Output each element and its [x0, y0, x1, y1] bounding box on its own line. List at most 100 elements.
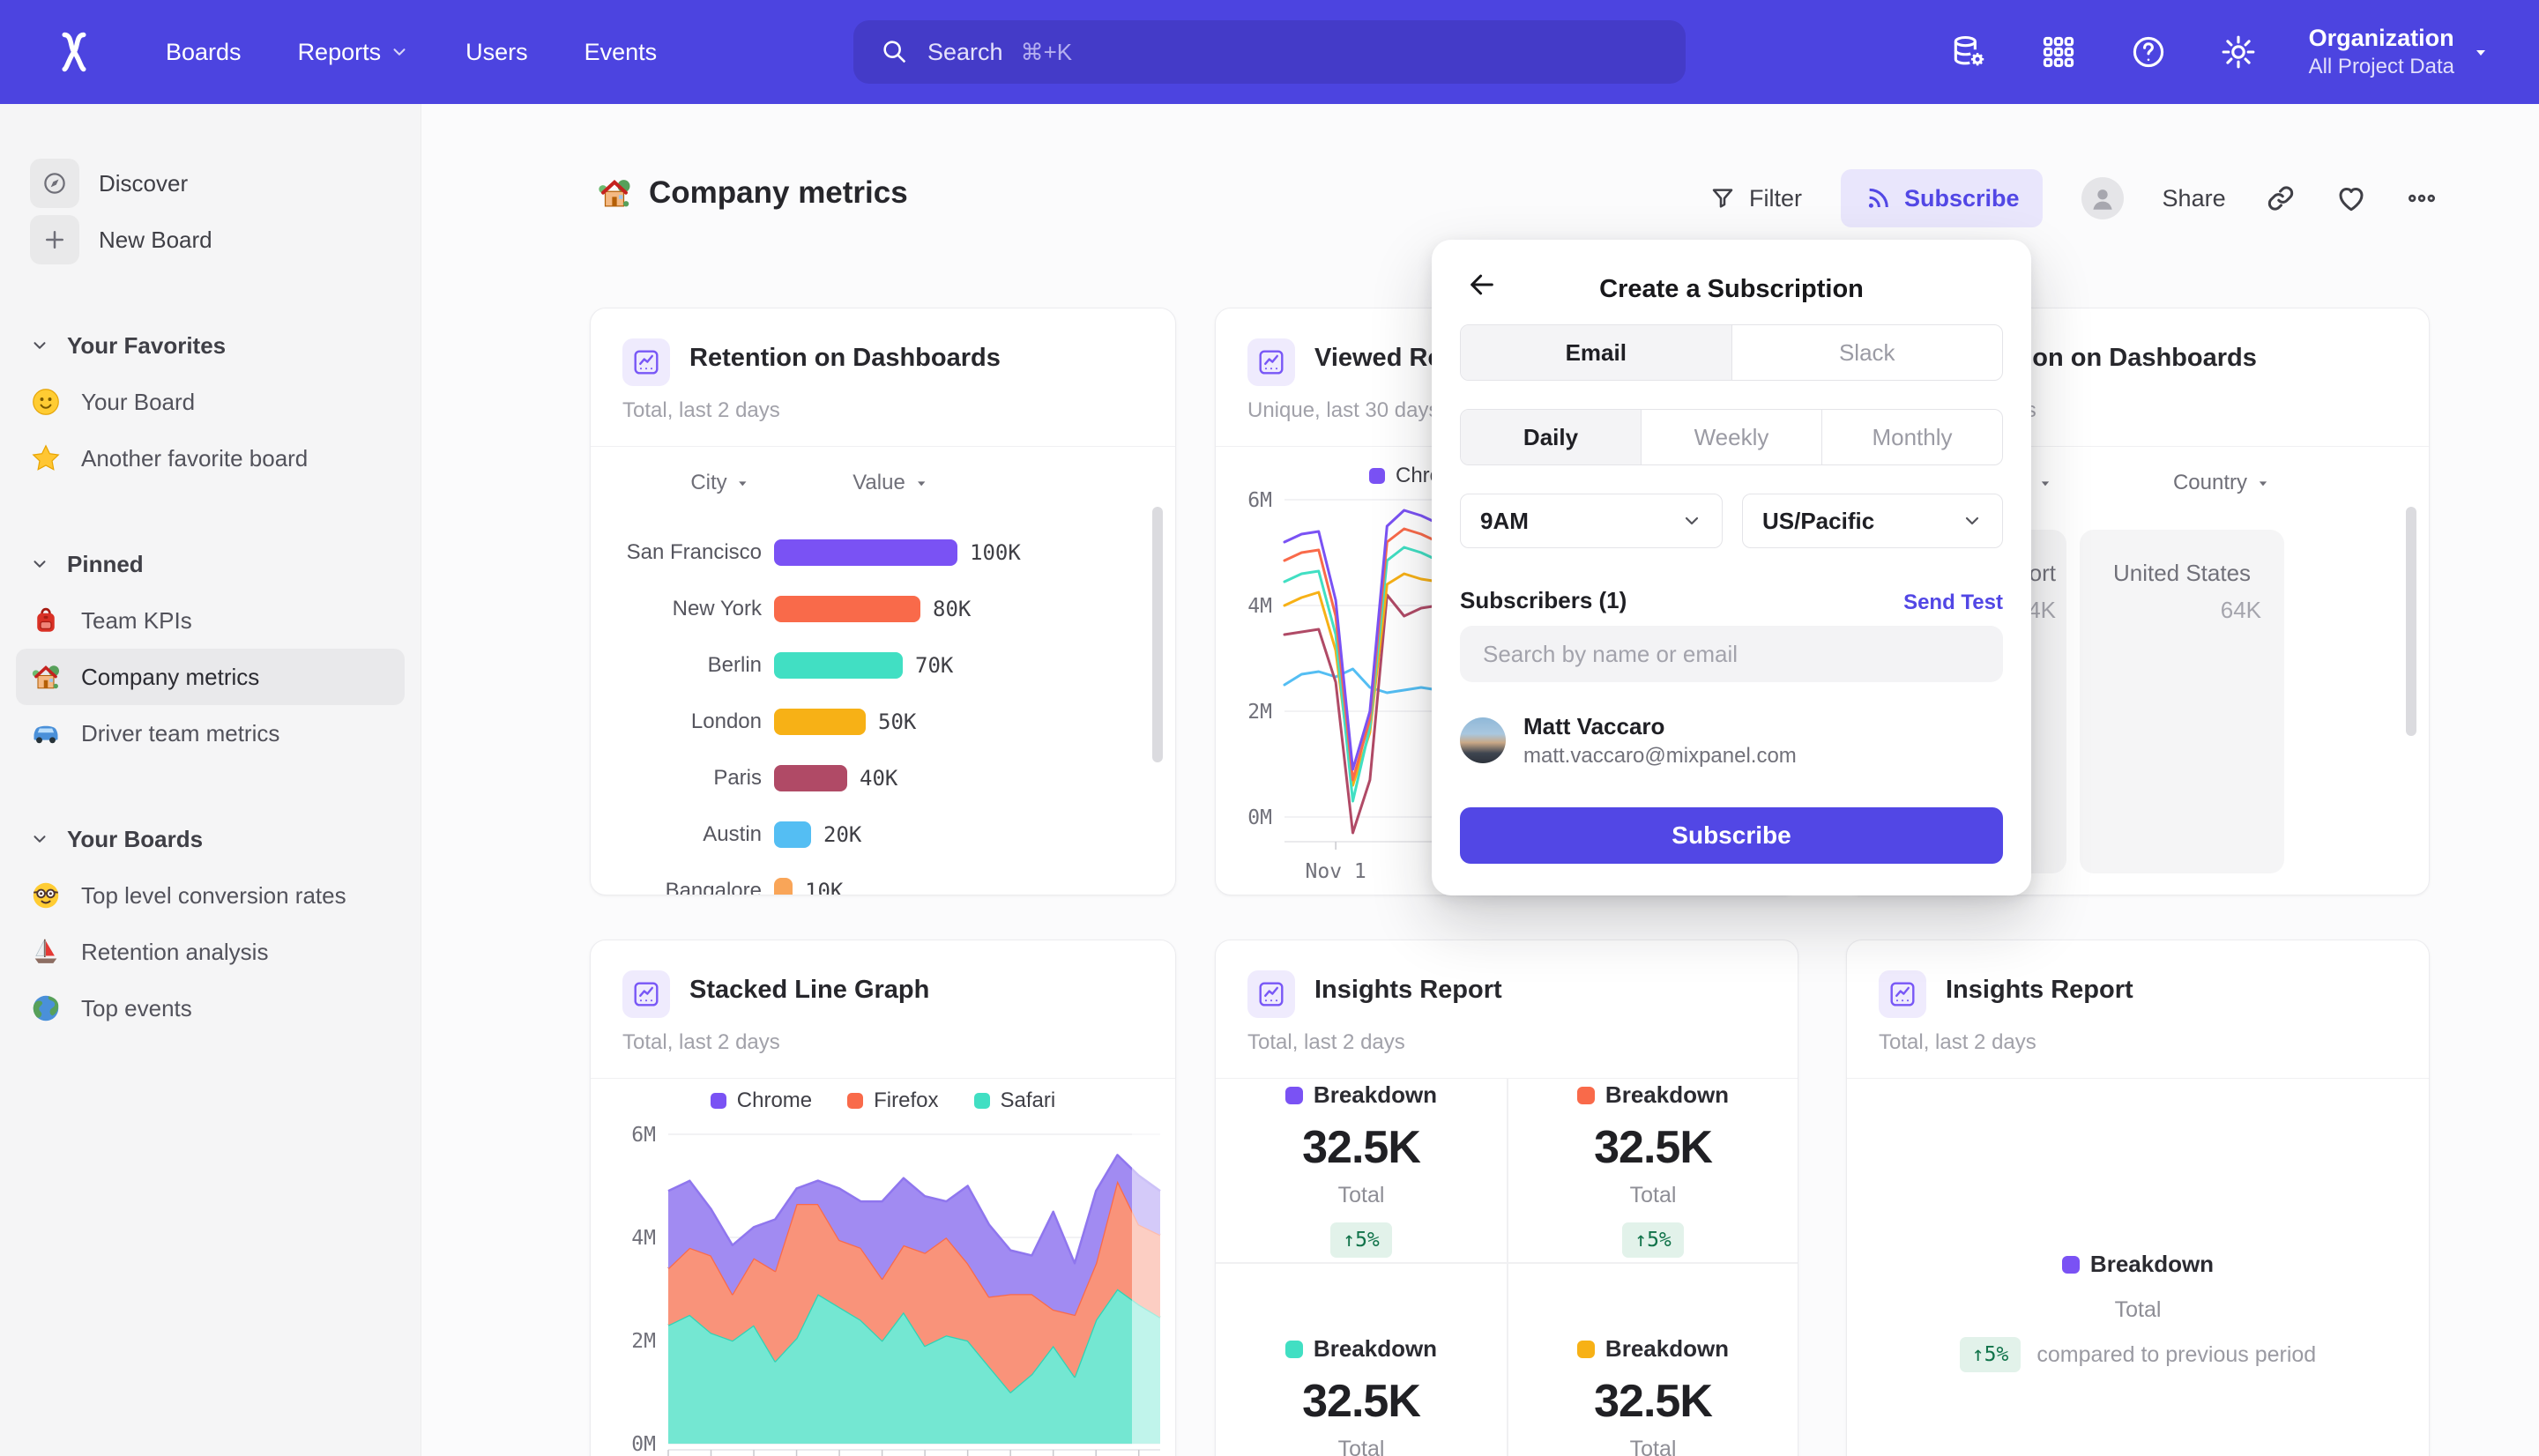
- subscribe-button[interactable]: Subscribe: [1841, 169, 2043, 227]
- legend-item-safari[interactable]: Safari: [973, 1088, 1055, 1113]
- subscriber-name: Matt Vaccaro: [1523, 713, 1665, 739]
- card-title: Stacked Line Graph: [689, 976, 930, 1004]
- bar-london[interactable]: [774, 709, 866, 735]
- subscriber-search-input[interactable]: [1460, 626, 2003, 682]
- channel-tab-email[interactable]: Email: [1461, 325, 1731, 380]
- org-switcher[interactable]: Organization All Project Data: [2309, 24, 2491, 80]
- org-name: Organization: [2308, 25, 2454, 52]
- sidebar-item-discover[interactable]: Discover: [16, 155, 405, 212]
- bar-paris[interactable]: [774, 765, 847, 791]
- bar-austin[interactable]: [774, 821, 811, 848]
- breakdown-row: Breakdown: [1216, 1335, 1507, 1363]
- breakdown-label: Breakdown: [2089, 1251, 2215, 1277]
- filter-button[interactable]: Filter: [1709, 184, 1802, 212]
- breakdown-label: Breakdown: [1313, 1081, 1438, 1108]
- plus-icon: [41, 227, 68, 253]
- card-subtitle: Total, last 2 days: [622, 398, 780, 422]
- nav-item-boards[interactable]: Boards: [166, 39, 242, 66]
- sidebar-item-retention-analysis[interactable]: Retention analysis: [16, 924, 405, 980]
- column-header-country[interactable]: Country: [2173, 471, 2272, 495]
- series-color-swatch: [1284, 1086, 1303, 1104]
- bar-value: 10K: [805, 879, 844, 895]
- breakdown-row: Breakdown: [1216, 1081, 1507, 1109]
- bar-berlin[interactable]: [774, 652, 903, 679]
- card-title: Retention on Dashboards: [689, 344, 1001, 372]
- sidebar-item-driver-team-metrics[interactable]: Driver team metrics: [16, 705, 405, 761]
- metric-tile[interactable]: Breakdown 32.5K Total ↑5%: [1216, 1335, 1507, 1456]
- stacked-area-chart[interactable]: 6M 4M 2M 0M: [591, 1117, 1176, 1456]
- bar-value: 70K: [915, 653, 954, 678]
- card-scrollbar[interactable]: [2406, 507, 2416, 736]
- favorite-heart-icon[interactable]: [2335, 182, 2367, 214]
- frequency-tab-daily[interactable]: Daily: [1461, 410, 1641, 464]
- sidebar-item-another-favorite-board[interactable]: Another favorite board: [16, 430, 405, 487]
- chevron-down-icon: [2470, 41, 2491, 63]
- nav-item-events[interactable]: Events: [584, 39, 658, 66]
- column-header-city[interactable]: City: [690, 471, 751, 495]
- apps-grid-icon[interactable]: [2039, 33, 2078, 71]
- sidebar-item-team-kpis[interactable]: Team KPIs: [16, 592, 405, 649]
- metric-tile[interactable]: Breakdown 32.5K Total ↑5%: [1508, 1081, 1798, 1258]
- nerd-emoji-icon: [30, 880, 62, 911]
- sidebar-item-label: Top events: [81, 994, 192, 1021]
- copy-link-icon[interactable]: [2265, 182, 2297, 214]
- subscribe-submit-button[interactable]: Subscribe: [1460, 807, 2003, 864]
- sidebar-spacer: [16, 268, 405, 317]
- svg-text:Nov 1: Nov 1: [1306, 860, 1366, 883]
- sidebar-section-pinned[interactable]: Pinned: [16, 536, 405, 592]
- channel-tabs: Email Slack: [1460, 324, 2003, 381]
- settings-icon[interactable]: [2219, 33, 2258, 71]
- bar-value: 50K: [878, 709, 917, 734]
- subscribers-label: Subscribers (1): [1460, 587, 1627, 613]
- share-button[interactable]: Share: [2163, 185, 2226, 212]
- frequency-tab-weekly[interactable]: Weekly: [1641, 410, 1821, 464]
- svg-text:0M: 0M: [1247, 806, 1272, 829]
- metric-caption: Total: [2114, 1297, 2162, 1322]
- sidebar-item-your-board[interactable]: Your Board: [16, 374, 405, 430]
- bar-san-francisco[interactable]: [774, 539, 957, 566]
- data-pipeline-icon[interactable]: [1949, 33, 1988, 71]
- channel-tab-slack[interactable]: Slack: [1731, 325, 2003, 380]
- sidebar-spacer: [16, 487, 405, 536]
- metric-tile[interactable]: Breakdown 32.5K Total ↑5%: [1508, 1335, 1798, 1456]
- sidebar-item-top-level-conversion-rates[interactable]: Top level conversion rates: [16, 867, 405, 924]
- bar-row: Paris 40K: [612, 765, 1154, 791]
- user-avatar[interactable]: [2081, 177, 2124, 219]
- help-icon[interactable]: [2129, 33, 2168, 71]
- bar-bangalore[interactable]: [774, 878, 793, 895]
- send-test-link[interactable]: Send Test: [1903, 591, 2003, 614]
- nav-item-reports[interactable]: Reports: [298, 39, 410, 66]
- bar-new-york[interactable]: [774, 596, 920, 622]
- caret-down-icon: [2036, 474, 2054, 492]
- global-search-bar[interactable]: Search ⌘+K: [853, 20, 1686, 84]
- frequency-tabs: Daily Weekly Monthly: [1460, 409, 2003, 465]
- subscriber-row[interactable]: Matt Vaccaro matt.vaccaro@mixpanel.com: [1460, 712, 1797, 769]
- frequency-tab-monthly[interactable]: Monthly: [1821, 410, 2002, 464]
- sidebar-item-label: Company metrics: [81, 663, 260, 690]
- nav-item-users[interactable]: Users: [465, 39, 528, 66]
- chevron-down-icon: [30, 554, 49, 574]
- more-options-icon[interactable]: [2406, 182, 2438, 214]
- sidebar-item-company-metrics[interactable]: Company metrics: [16, 649, 405, 705]
- legend-item-firefox[interactable]: Firefox: [847, 1088, 939, 1113]
- metric-caption: Total: [1337, 1183, 1385, 1207]
- metric-tile[interactable]: Breakdown 32.5K Total ↑5%: [1216, 1081, 1507, 1258]
- cell-united-states[interactable]: United States 64K: [2080, 530, 2284, 873]
- mixpanel-logo-icon[interactable]: [51, 29, 97, 75]
- timezone-select[interactable]: US/Pacific: [1742, 494, 2003, 548]
- legend-item-chrome[interactable]: Chrome: [710, 1088, 812, 1113]
- sidebar-item-top-events[interactable]: Top events: [16, 980, 405, 1036]
- card-subtitle: Total, last 2 days: [1247, 1030, 1405, 1054]
- card-scrollbar[interactable]: [1152, 507, 1163, 762]
- column-header-value[interactable]: Value: [853, 471, 930, 495]
- time-select[interactable]: 9AM: [1460, 494, 1723, 548]
- sidebar-section-your-boards[interactable]: Your Boards: [16, 811, 405, 867]
- breakdown-row: Breakdown: [1847, 1251, 2429, 1278]
- metric-caption: Total: [1337, 1437, 1385, 1456]
- smiley-emoji-icon: [30, 386, 62, 418]
- sidebar-item-new-board[interactable]: New Board: [16, 212, 405, 268]
- chevron-down-icon: [30, 829, 49, 849]
- sidebar-section-your-favorites[interactable]: Your Favorites: [16, 317, 405, 374]
- back-arrow-icon[interactable]: [1467, 270, 1497, 300]
- card-title: Insights Report: [1314, 976, 1502, 1004]
